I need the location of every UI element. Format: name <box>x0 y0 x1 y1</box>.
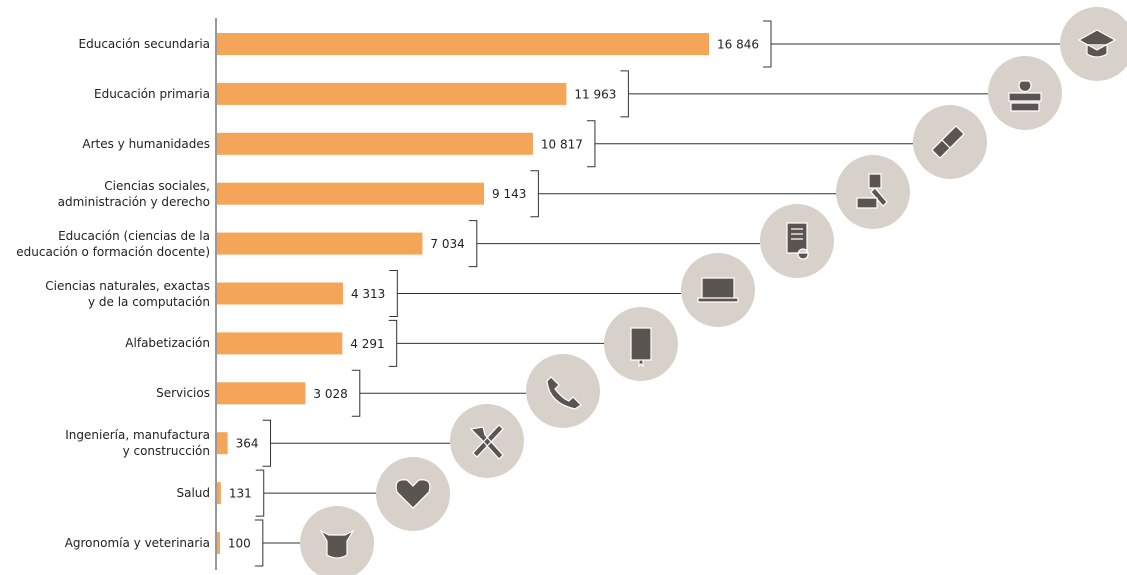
value-label: 131 <box>229 487 252 501</box>
bar <box>217 182 485 205</box>
category-label: Educación (ciencias de la educación o fo… <box>16 228 210 259</box>
icon <box>931 125 965 159</box>
icon <box>697 277 739 303</box>
category-label: Ciencias naturales, exactas y de la comp… <box>45 278 210 309</box>
category-label: Salud <box>176 486 210 501</box>
value-label: 11 963 <box>574 87 616 101</box>
bracket <box>254 519 264 567</box>
bracket <box>255 469 265 517</box>
icon <box>630 327 652 368</box>
bar <box>217 532 220 554</box>
value-label: 16 846 <box>717 38 759 52</box>
value-label: 4 291 <box>350 337 384 351</box>
category-label: Servicios <box>156 386 210 401</box>
bar <box>217 282 343 305</box>
icon <box>786 222 809 260</box>
category-label: Ciencias sociales, administración y dere… <box>57 178 210 209</box>
value-label: 10 817 <box>541 137 583 151</box>
bracket <box>468 220 478 268</box>
category-label: Ingeniería, manufactura y construcción <box>65 428 210 459</box>
icon <box>469 424 504 460</box>
bracket <box>262 419 272 467</box>
bracket <box>763 20 772 68</box>
bracket <box>620 70 629 118</box>
bracket <box>586 120 596 168</box>
bar <box>217 132 533 155</box>
value-label: 364 <box>236 437 259 451</box>
bracket <box>530 170 539 218</box>
icon <box>1077 29 1117 58</box>
value-label: 100 <box>228 537 251 551</box>
value-label: 7 034 <box>430 237 464 251</box>
icon <box>856 173 888 209</box>
bar <box>217 482 221 505</box>
icon-circle <box>526 354 600 428</box>
bar <box>217 432 228 455</box>
value-label: 4 313 <box>351 287 385 301</box>
icon <box>395 479 431 509</box>
bracket <box>351 369 361 417</box>
icon <box>546 376 582 410</box>
value-label: 3 028 <box>313 387 347 401</box>
category-label: Agronomía y veterinaria <box>64 536 210 550</box>
bracket <box>388 319 398 367</box>
bar <box>217 33 709 55</box>
category-label: Artes y humanidades <box>82 136 210 151</box>
category-label: Educación primaria <box>94 86 210 101</box>
bar <box>217 232 423 255</box>
value-label: 9 143 <box>492 187 526 201</box>
icon <box>319 529 355 559</box>
icon <box>1008 80 1042 112</box>
bar <box>217 82 567 105</box>
bar <box>217 332 343 355</box>
category-label: Educación secundaria <box>78 37 210 51</box>
bar <box>217 382 306 405</box>
bracket <box>389 270 398 317</box>
category-label: Alfabetización <box>125 336 210 351</box>
